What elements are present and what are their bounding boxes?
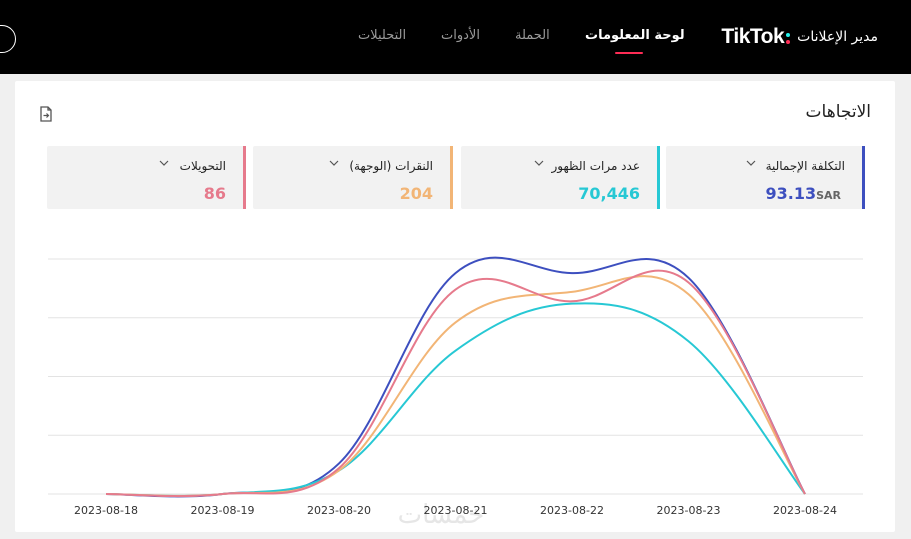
trends-card: الاتجاهات التكلفة الإجمالية 93.13SAR عدد…	[15, 81, 895, 532]
metric-color-bar	[657, 146, 660, 209]
logo-suffix: مدير الإعلانات	[797, 29, 878, 45]
nav-analytics[interactable]: التحليلات	[358, 28, 407, 43]
logo-wordmark: TikTok	[721, 25, 791, 49]
metric-color-bar	[862, 146, 865, 209]
nav-campaign[interactable]: الحملة	[515, 28, 550, 43]
logo-text: TikTok	[721, 25, 785, 48]
chevron-down-icon[interactable]	[746, 158, 756, 168]
metric-label: عدد مرات الظهور	[551, 159, 640, 173]
metric-impressions[interactable]: عدد مرات الظهور 70,446	[461, 146, 660, 209]
export-icon[interactable]	[39, 106, 53, 122]
chevron-down-icon[interactable]	[159, 158, 169, 168]
metric-value: 70,446	[578, 184, 640, 203]
active-tab-indicator	[615, 52, 643, 54]
x-tick-label: 2023-08-21	[424, 504, 488, 517]
x-tick-label: 2023-08-20	[307, 504, 371, 517]
metric-label: التكلفة الإجمالية	[765, 159, 845, 173]
metric-color-bar	[243, 146, 246, 209]
metric-unit: SAR	[816, 189, 841, 202]
watermark-text: خمسات	[398, 500, 485, 530]
top-navigation-bar: التحليلات الأدوات الحملة لوحة المعلومات …	[0, 0, 911, 74]
section-title: الاتجاهات	[805, 102, 871, 122]
x-tick-label: 2023-08-23	[657, 504, 721, 517]
chevron-down-icon[interactable]	[534, 158, 544, 168]
chevron-down-icon[interactable]	[329, 158, 339, 168]
metric-conversions[interactable]: التحويلات 86	[47, 146, 246, 209]
trend-line-chart: خمسات 2023-08-18 2023-08-19 2023-08-20 2023…	[48, 256, 863, 530]
logo-colon-icon	[786, 29, 791, 45]
x-tick-label: 2023-08-22	[540, 504, 604, 517]
metric-label: النقرات (الوجهة)	[349, 159, 433, 173]
x-tick-label: 2023-08-24	[773, 504, 837, 517]
metric-value: 204	[399, 184, 433, 203]
tiktok-ads-manager-logo[interactable]: مدير الإعلانات TikTok	[721, 20, 878, 54]
nav-dashboard[interactable]: لوحة المعلومات	[585, 28, 685, 43]
metric-color-bar	[450, 146, 453, 209]
metric-value: 93.13SAR	[765, 184, 845, 203]
nav-tools[interactable]: الأدوات	[441, 28, 480, 43]
series-line-2	[105, 302, 806, 497]
series-line-4	[105, 269, 806, 498]
account-button[interactable]	[0, 25, 16, 53]
metric-total-cost[interactable]: التكلفة الإجمالية 93.13SAR	[666, 146, 865, 209]
series-line-3	[105, 275, 806, 497]
chart-series	[105, 256, 806, 498]
x-tick-label: 2023-08-18	[74, 504, 138, 517]
metric-clicks-destination[interactable]: النقرات (الوجهة) 204	[253, 146, 453, 209]
metric-label: التحويلات	[179, 159, 226, 173]
x-axis-ticks: 2023-08-18 2023-08-19 2023-08-20 2023-08-21…	[74, 504, 837, 517]
chart-grid	[48, 258, 863, 495]
metric-value-number: 93.13	[765, 184, 817, 203]
metric-value: 86	[203, 184, 226, 203]
x-tick-label: 2023-08-19	[191, 504, 255, 517]
